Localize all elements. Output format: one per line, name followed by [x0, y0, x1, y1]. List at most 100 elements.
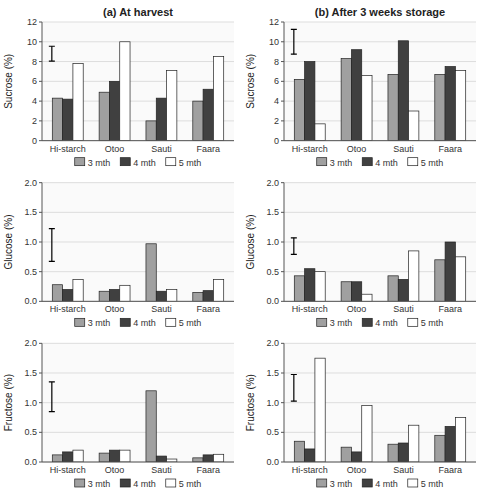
legend-swatch: [120, 318, 130, 326]
bar: [435, 435, 445, 462]
y-axis-line: [284, 22, 285, 141]
legend-label: 3 mth: [88, 318, 111, 328]
bar: [73, 64, 83, 141]
bar: [398, 279, 408, 301]
bar: [52, 455, 62, 462]
bar: [445, 426, 455, 462]
x-tick-label: Sauti: [393, 465, 414, 475]
legend-label: 5 mth: [179, 318, 202, 328]
grid-line: [284, 182, 476, 183]
legend-item: 5 mth: [166, 479, 202, 489]
legend-item: 3 mth: [317, 318, 353, 328]
y-tick-label: 6: [274, 76, 279, 86]
legend-item: 5 mth: [408, 479, 444, 489]
bar: [156, 98, 166, 141]
chart-container: 024681012Hi-starchOtooSautiFaaraSucrose …: [0, 0, 484, 500]
legend-swatch: [408, 318, 418, 326]
lsd-error-bar: [49, 229, 55, 262]
bar: [203, 455, 213, 462]
legend-swatch: [362, 479, 372, 487]
y-tick-label: 1.0: [24, 237, 37, 247]
plot-background: [284, 183, 476, 302]
x-tick-label: Otoo: [347, 144, 367, 154]
y-tick-label: 2.0: [24, 178, 37, 188]
bar: [203, 89, 213, 140]
legend-swatch: [75, 318, 85, 326]
lsd-stem: [293, 29, 294, 54]
x-tick-label: Sauti: [151, 465, 172, 475]
lsd-cap: [291, 254, 297, 255]
bar: [213, 57, 223, 141]
bar: [455, 418, 465, 463]
y-tick-label: 0.0: [24, 296, 37, 306]
bar: [52, 98, 62, 141]
legend-item: 4 mth: [362, 318, 398, 328]
legend: 3 mth 4 mth 5 mth: [317, 318, 444, 328]
legend-item: 5 mth: [408, 318, 444, 328]
grid-line: [42, 242, 234, 243]
legend-item: 3 mth: [75, 479, 111, 489]
y-axis-line: [42, 22, 43, 141]
panel: 0.00.51.01.52.0Hi-starchOtooSautiFaaraFr…: [3, 338, 234, 489]
grid-line: [42, 271, 234, 272]
plot-background: [284, 343, 476, 462]
bar: [351, 50, 361, 141]
bar: [109, 450, 119, 462]
plot-background: [42, 343, 234, 462]
y-axis-label: Sucrose (%): [3, 54, 14, 109]
lsd-cap: [291, 237, 297, 238]
x-tick-label: Otoo: [347, 465, 367, 475]
grid-line: [284, 402, 476, 403]
bar: [156, 456, 166, 462]
bar: [203, 291, 213, 302]
legend-item: 4 mth: [120, 318, 156, 328]
y-tick-label: 1.5: [24, 368, 37, 378]
bar: [193, 458, 203, 462]
bar: [315, 358, 325, 462]
legend: 3 mth 4 mth 5 mth: [75, 318, 202, 328]
bar: [146, 121, 156, 141]
bar: [73, 279, 83, 301]
y-axis-label: Fructose (%): [245, 374, 256, 431]
bar: [63, 452, 73, 462]
x-axis-line: [42, 140, 234, 141]
bar: [213, 279, 223, 301]
legend-swatch: [362, 158, 372, 166]
y-tick-label: 0.0: [266, 296, 279, 306]
grid-line: [284, 373, 476, 374]
panel: 0.00.51.01.52.0Hi-starchOtooSautiFaaraGl…: [3, 178, 234, 329]
x-tick-label: Otoo: [347, 304, 367, 314]
chart-title: (b) After 3 weeks storage: [315, 6, 445, 18]
legend: 3 mth4 mth5 mth: [317, 158, 444, 168]
legend-label: 3 mth: [88, 479, 111, 489]
legend-item: 3 mth: [75, 318, 111, 328]
x-axis-line: [42, 462, 234, 463]
legend-item: 5 mth: [166, 318, 202, 328]
y-tick-label: 0: [32, 136, 37, 146]
bar: [52, 285, 62, 302]
y-tick-label: 0.5: [24, 267, 37, 277]
bar: [351, 452, 361, 462]
lsd-cap: [291, 374, 297, 375]
legend-item: 5 mth: [408, 158, 444, 168]
lsd-cap: [49, 381, 55, 382]
x-tick-label: Sauti: [151, 304, 172, 314]
legend-swatch: [166, 158, 176, 166]
plot-marks: [291, 358, 466, 462]
bar: [294, 276, 304, 302]
bar: [99, 453, 109, 462]
y-tick-label: 8: [274, 57, 279, 67]
lsd-cap: [49, 46, 55, 47]
legend-label: 3 mth: [330, 479, 353, 489]
bar: [388, 74, 398, 140]
lsd-cap: [291, 401, 297, 402]
x-tick-label: Faara: [196, 144, 220, 154]
lsd-error-bar: [291, 29, 297, 54]
legend-label: 3 mth: [330, 318, 353, 328]
legend-label: 5 mth: [179, 158, 202, 168]
y-tick-label: 0.0: [24, 457, 37, 467]
legend-label: 3 mth: [330, 158, 353, 168]
x-tick-label: Hi-starch: [50, 144, 86, 154]
x-tick-label: Faara: [196, 465, 220, 475]
bar: [99, 291, 109, 301]
